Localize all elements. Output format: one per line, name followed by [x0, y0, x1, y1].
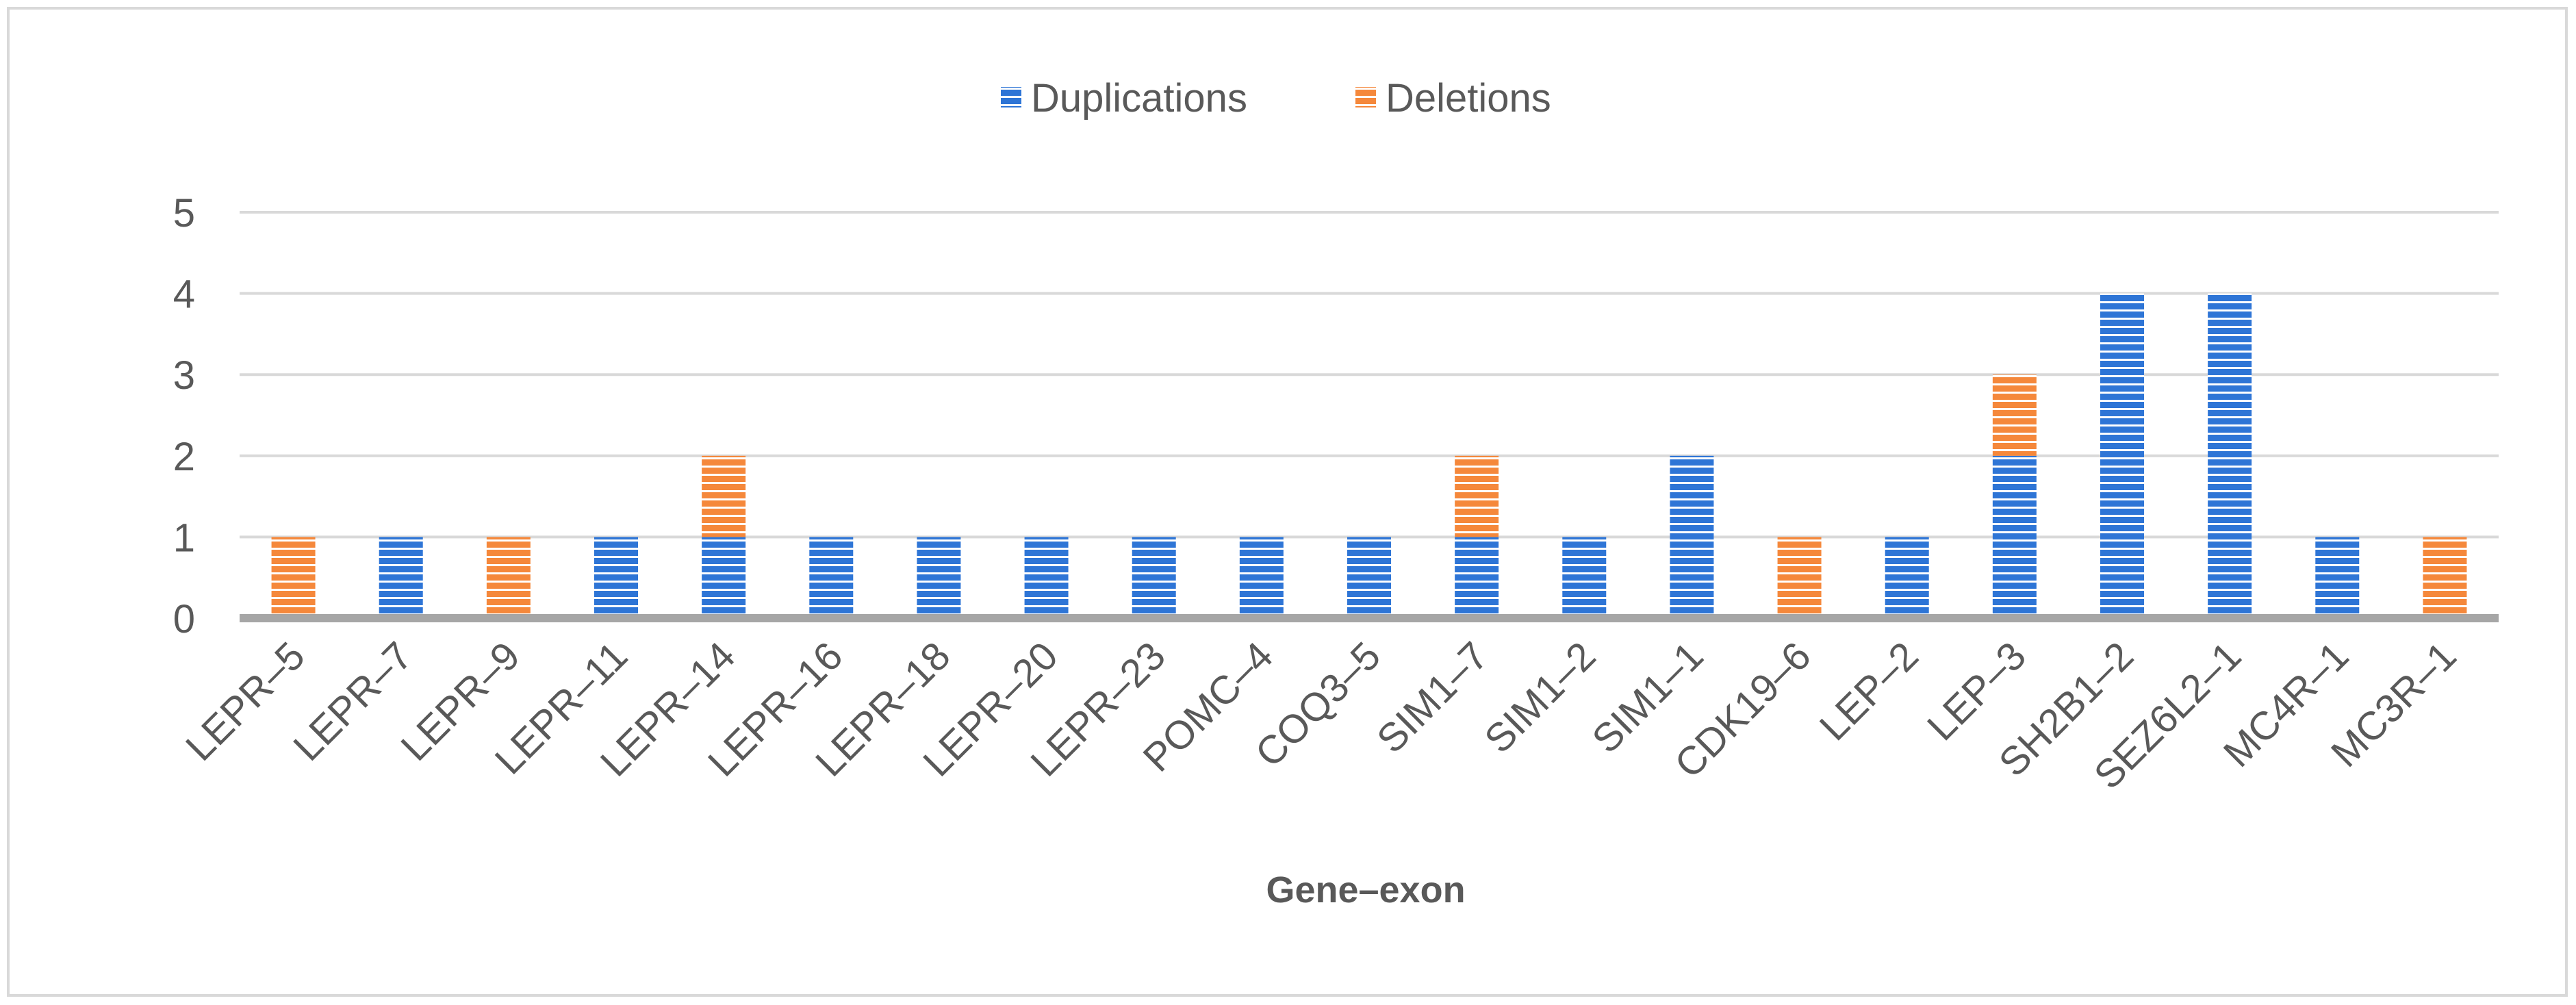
y-tick-label: 5: [173, 191, 195, 236]
y-tick-label: 0: [173, 597, 195, 641]
legend: Duplications Deletions: [1001, 76, 1551, 120]
bar-deletions-0: [271, 537, 316, 618]
bar-duplications-16: [1992, 455, 2037, 618]
bar-duplications-9: [1239, 537, 1284, 618]
bar-deletions-16: [1992, 374, 2037, 456]
x-tick-label: LEPR–7: [285, 633, 421, 769]
x-tick-label: SIM1–7: [1368, 633, 1496, 761]
bar-duplications-4: [702, 537, 746, 618]
bar-duplications-7: [1024, 537, 1069, 618]
legend-label-deletions: Deletions: [1386, 76, 1551, 120]
x-tick-label: SIM1–2: [1476, 633, 1604, 761]
legend-swatch-duplications: [1001, 87, 1021, 107]
bar-deletions-14: [1777, 537, 1822, 618]
bar-duplications-10: [1347, 537, 1391, 618]
x-tick-label: LEP–2: [1811, 633, 1927, 749]
x-axis-title: Gene–exon: [1266, 869, 1465, 911]
bar-duplications-13: [1670, 455, 1714, 618]
bar-duplications-6: [917, 537, 961, 618]
bar-duplications-12: [1562, 537, 1607, 618]
bar-deletions-11: [1455, 455, 1499, 537]
y-tick-label: 3: [173, 353, 195, 398]
gridlines: [240, 211, 2499, 539]
bar-duplications-1: [379, 537, 423, 618]
bar-duplications-11: [1455, 537, 1499, 618]
bar-deletions-2: [486, 537, 531, 618]
y-axis-ticks: 0 1 2 3 4 5: [173, 191, 195, 641]
bars: [271, 293, 2467, 618]
bar-deletions-4: [702, 455, 746, 537]
y-tick-label: 4: [173, 272, 195, 317]
legend-swatch-deletions: [1355, 87, 1376, 107]
x-axis-ticks: LEPR–5LEPR–7LEPR–9LEPR–11LEPR–14LEPR–16L…: [177, 633, 2465, 798]
y-tick-label: 2: [173, 435, 195, 479]
bar-duplications-5: [809, 537, 854, 618]
y-tick-label: 1: [173, 516, 195, 560]
bar-duplications-15: [1885, 537, 1929, 618]
bar-duplications-19: [2315, 537, 2360, 618]
bar-deletions-20: [2423, 537, 2467, 618]
bar-duplications-8: [1132, 537, 1176, 618]
legend-label-duplications: Duplications: [1031, 76, 1247, 120]
bar-duplications-18: [2208, 293, 2252, 618]
x-tick-label: LEPR–5: [177, 633, 314, 769]
bar-duplications-3: [594, 537, 638, 618]
bar-duplications-17: [2100, 293, 2144, 618]
